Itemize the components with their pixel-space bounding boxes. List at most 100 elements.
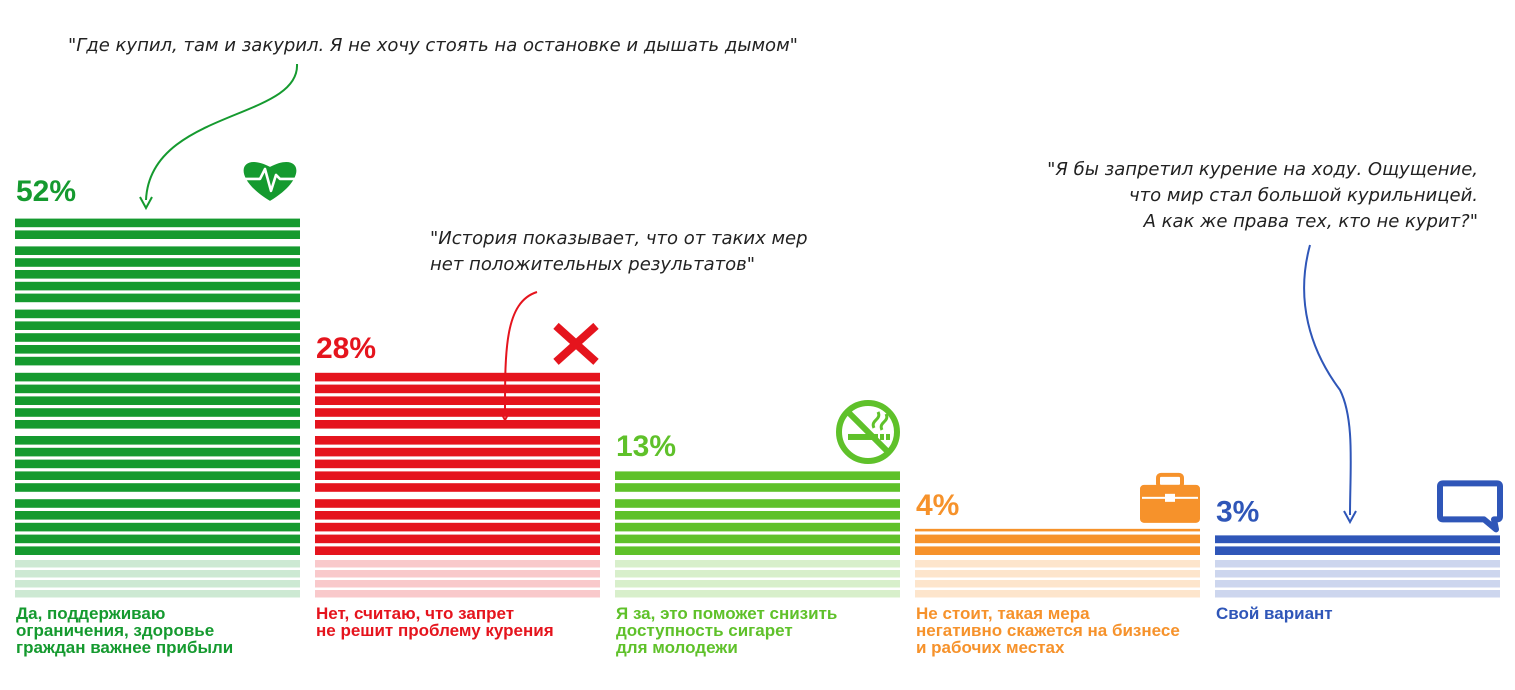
bar-stripe	[315, 459, 600, 469]
bar-stripe	[15, 333, 300, 342]
bar-stripe	[15, 420, 300, 429]
bar-stripe	[615, 534, 900, 544]
bar-stripe	[915, 528, 1200, 532]
bar-stripe	[615, 511, 900, 520]
value-label: 28%	[316, 332, 376, 365]
quote-arrow	[145, 63, 299, 201]
bar-reflection	[15, 570, 300, 578]
bar-reflection	[915, 560, 1200, 568]
quote-arrow	[504, 291, 538, 413]
bar-stripe	[15, 471, 300, 480]
bar-stripe	[615, 499, 900, 508]
bar-stripe	[15, 384, 300, 394]
bar-column	[315, 372, 600, 598]
bar-stripe	[315, 436, 600, 445]
quote-text: что мир стал большой курильницей.	[1129, 185, 1478, 206]
bar-stripe	[315, 372, 600, 382]
bar-reflection	[615, 570, 900, 578]
briefcase-icon	[1140, 472, 1200, 523]
bar-stripe	[315, 499, 600, 508]
bar-reflection	[915, 590, 1200, 598]
quote: "Где купил, там и закурил. Я не хочу сто…	[68, 35, 798, 211]
bar-reflection	[615, 560, 900, 568]
bar-stripe	[15, 218, 300, 228]
bar-stripe	[615, 483, 900, 492]
category-label: граждан важнее прибыли	[16, 638, 233, 657]
arrow-head	[498, 408, 512, 423]
bar-stripe	[15, 293, 300, 303]
bar-stripe	[15, 230, 300, 239]
bar-reflection	[315, 560, 600, 568]
bar-reflection	[315, 570, 600, 578]
bar-stripe	[15, 499, 300, 508]
value-label: 3%	[1216, 495, 1259, 528]
category-label: Нет, считаю, что запрет	[316, 604, 514, 623]
category-label: и рабочих местах	[916, 638, 1065, 657]
bar-stripe	[315, 471, 600, 480]
category-label: Свой вариант	[1216, 604, 1333, 623]
bar-reflection	[15, 560, 300, 568]
bar-stripe	[15, 534, 300, 544]
bar-stripe	[315, 546, 600, 555]
bar-stripe	[15, 546, 300, 555]
bar-reflection	[1215, 590, 1500, 598]
bar-column	[1215, 535, 1500, 598]
cross-icon	[553, 322, 599, 365]
bar-reflection	[615, 590, 900, 598]
bar-stripe	[1215, 535, 1500, 544]
value-label: 4%	[916, 489, 959, 522]
value-label: 13%	[616, 430, 676, 463]
bar-stripe	[15, 270, 300, 279]
bar-stripe	[315, 396, 600, 405]
quote-text: А как же права тех, кто не курит?"	[1143, 211, 1478, 232]
bar-reflection	[915, 570, 1200, 578]
bar-stripe	[315, 384, 600, 394]
bar-stripe	[615, 546, 900, 555]
bar-stripe	[15, 258, 300, 267]
bar-stripe	[315, 420, 600, 429]
category-label: ограничения, здоровье	[16, 621, 214, 640]
bar-stripe	[315, 483, 600, 492]
bar-stripe	[15, 436, 300, 445]
bar-stripe	[15, 246, 300, 255]
bar-stripe	[1215, 546, 1500, 555]
value-label: 52%	[16, 175, 76, 208]
bar-column	[15, 218, 300, 598]
category-label: негативно скажется на бизнесе	[916, 621, 1180, 640]
category-label: Я за, это поможет снизить	[616, 604, 837, 623]
bar-reflection	[315, 590, 600, 598]
category-label: Да, поддерживаю	[16, 604, 165, 623]
bar-reflection	[615, 580, 900, 588]
category-label: Не стоит, такая мера	[916, 604, 1090, 623]
bar-stripe	[15, 459, 300, 469]
bar-reflection	[915, 580, 1200, 588]
bar-stripe	[15, 321, 300, 330]
bar-reflection	[15, 590, 300, 598]
no-smoking-icon	[836, 399, 900, 464]
bar-stripe	[915, 534, 1200, 544]
speech-bubble-icon	[1437, 480, 1503, 533]
bar-column	[615, 471, 900, 598]
arrow-head	[1343, 510, 1357, 525]
bar-stripe	[315, 408, 600, 417]
category-label: для молодежи	[616, 638, 738, 657]
bar-stripe	[15, 396, 300, 405]
bar-stripe	[315, 447, 600, 457]
bar-reflection	[1215, 580, 1500, 588]
bar-reflection	[1215, 560, 1500, 568]
quote: "История показывает, что от таких мер нет…	[430, 228, 808, 423]
bar-stripe	[615, 471, 900, 480]
bar-stripe	[915, 546, 1200, 555]
bar-stripe	[15, 356, 300, 366]
bar-stripe	[15, 511, 300, 520]
bar-stripe	[15, 447, 300, 457]
bar-stripe	[15, 345, 300, 354]
bar-stripe	[315, 534, 600, 544]
bar-reflection	[315, 580, 600, 588]
quote-arrow	[1303, 244, 1352, 516]
bar-stripe	[15, 408, 300, 417]
bar-stripe	[15, 309, 300, 319]
category-label: не решит проблему курения	[316, 621, 554, 640]
bar-column	[915, 528, 1200, 598]
